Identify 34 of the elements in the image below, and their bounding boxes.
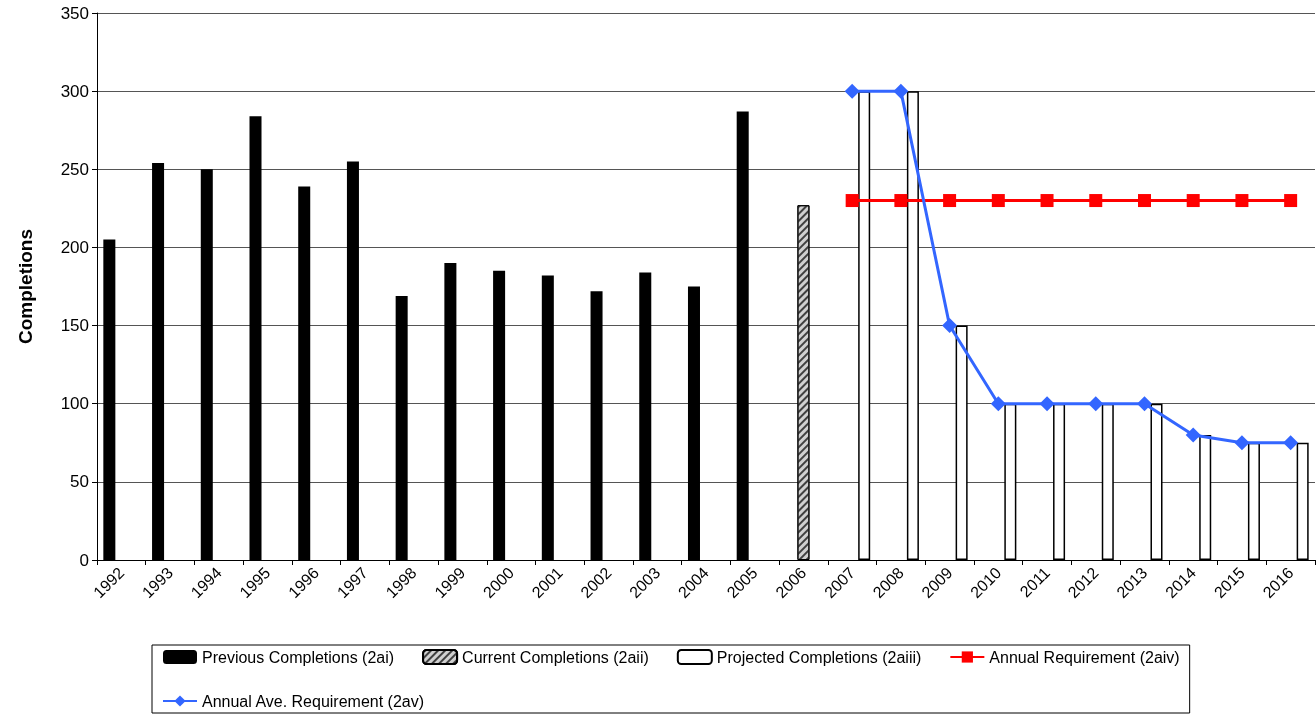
y-tick-label: 100: [60, 394, 89, 414]
point: [1234, 435, 1250, 451]
point: [845, 194, 859, 208]
legend-label: Previous Completions (2ai): [202, 648, 395, 666]
point: [1283, 435, 1299, 451]
point: [894, 194, 908, 208]
point: [1039, 396, 1055, 412]
y-tick-label: 200: [60, 237, 89, 257]
point: [1089, 194, 1103, 208]
point: [942, 318, 958, 334]
y-axis-title: Completions: [15, 228, 36, 345]
point: [1185, 427, 1201, 443]
y-tick-label: 150: [60, 316, 89, 336]
y-tick-label: 250: [60, 159, 89, 179]
y-tick-label: 0: [79, 550, 89, 570]
point: [1186, 194, 1200, 208]
y-tick-label: 350: [60, 3, 89, 23]
y-tick-label: 300: [60, 81, 89, 101]
point: [1136, 396, 1152, 412]
point: [893, 83, 909, 99]
point: [991, 194, 1005, 208]
legend-label: Annual Ave. Requirement (2av): [202, 692, 425, 710]
point: [943, 194, 957, 208]
point: [844, 83, 860, 99]
legend-label: Annual Requirement (2aiv): [989, 648, 1180, 666]
point: [1235, 194, 1249, 208]
y-tick-label: 50: [70, 472, 89, 492]
point: [1137, 194, 1151, 208]
point: [990, 396, 1006, 412]
legend-label: Projected Completions (2aiii): [716, 648, 922, 666]
point: [1040, 194, 1054, 208]
legend-label: Current Completions (2aii): [462, 648, 649, 666]
point: [1284, 194, 1298, 208]
point: [1088, 396, 1104, 412]
